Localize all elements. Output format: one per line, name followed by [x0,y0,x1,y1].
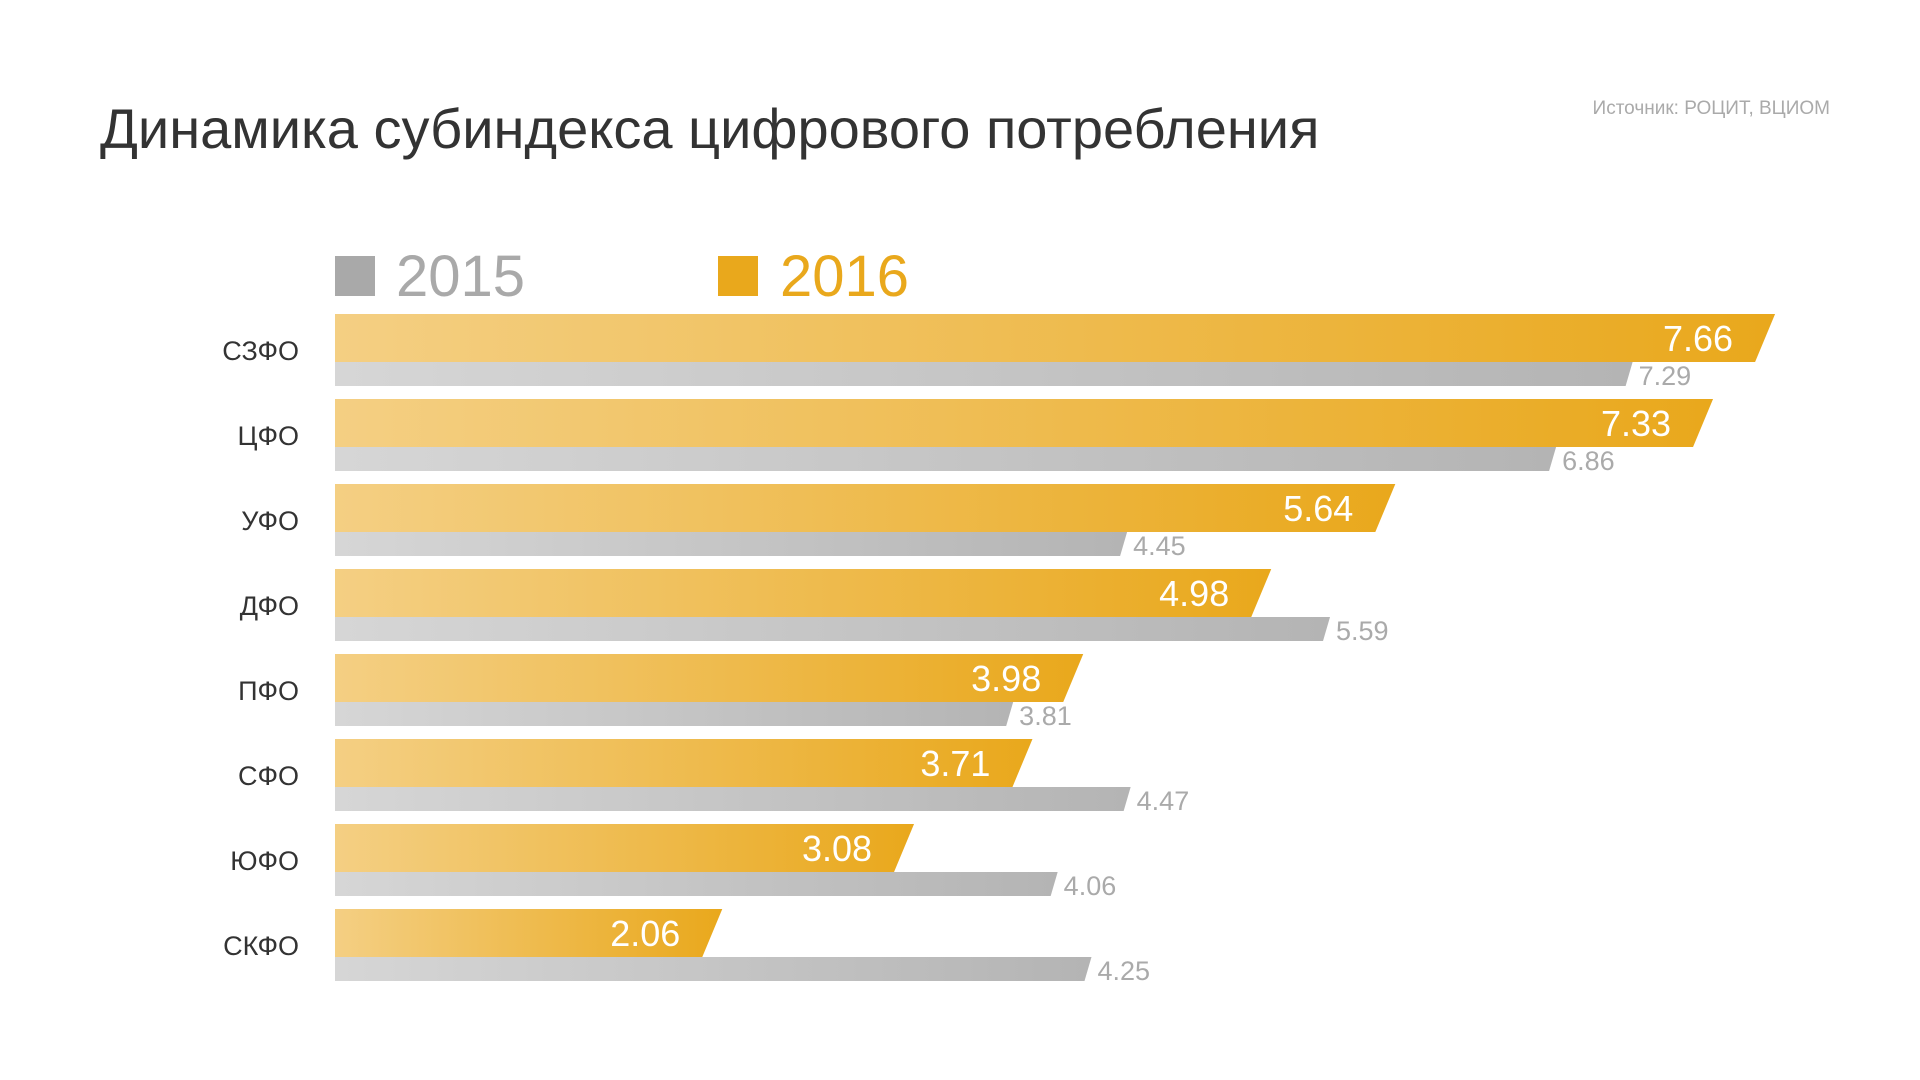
value-label-2016: 3.98 [971,658,1041,699]
value-label-2015: 4.45 [1133,531,1186,561]
value-label-2016: 7.66 [1663,318,1733,359]
bar-2016 [335,399,1714,447]
bar-row-ЮФО: ЮФО 4.06 3.08 [230,824,1116,901]
bar-2016 [335,824,915,872]
bar-2016 [335,739,1033,787]
bar-2015 [335,787,1131,811]
value-label-2016: 2.06 [610,913,680,954]
bar-2015 [335,957,1092,981]
chart-title: Динамика субиндекса цифрового потреблени… [100,97,1320,160]
value-label-2015: 4.47 [1137,786,1190,816]
bar-row-УФО: УФО 4.45 5.64 [241,484,1396,561]
legend-swatch-2015 [335,256,375,296]
bar-row-ЦФО: ЦФО 6.867.33 [237,399,1714,476]
value-label-2015: 5.59 [1336,616,1389,646]
bar-row-ДФО: ДФО 5.59 4.98 [240,569,1389,646]
value-label-2016: 3.08 [802,828,872,869]
bar-2015 [335,617,1331,641]
bar-2015 [335,447,1557,471]
bar-2015 [335,702,1014,726]
value-label-2016: 3.71 [920,743,990,784]
legend-label-2015: 2015 [396,244,525,309]
category-label: СФО [238,761,299,791]
bar-2016 [335,569,1272,617]
category-label: ПФО [238,676,299,706]
bar-2016 [335,909,723,957]
category-label: СЗФО [222,336,299,366]
bar-row-СКФО: СКФО 4.25 2.06 [223,909,1150,986]
bar-2015 [335,362,1633,386]
bar-2016 [335,654,1084,702]
source-note: Источник: РОЦИТ, ВЦИОМ [1592,98,1830,119]
value-label-2015: 3.81 [1019,701,1072,731]
value-label-2015: 6.86 [1562,446,1615,476]
legend-swatch-2016 [718,256,758,296]
category-label: ЦФО [237,421,299,451]
bar-2016 [335,314,1776,362]
category-label: УФО [241,506,299,536]
legend: 2015 2016 [335,244,909,309]
value-label-2016: 7.33 [1601,403,1671,444]
bar-2015 [335,872,1058,896]
category-label: СКФО [223,931,299,961]
value-label-2016: 5.64 [1283,488,1353,529]
value-label-2015: 4.25 [1098,956,1151,986]
bar-row-ПФО: ПФО 3.813.98 [238,654,1084,731]
category-label: ЮФО [230,846,299,876]
bar-row-СЗФО: СЗФО 7.297.66 [222,314,1776,391]
bar-2015 [335,532,1128,556]
legend-label-2016: 2016 [780,244,909,309]
value-label-2015: 7.29 [1639,361,1692,391]
bar-row-СФО: СФО 4.47 3.71 [238,739,1189,816]
category-label: ДФО [240,591,299,621]
value-label-2016: 4.98 [1159,573,1229,614]
bar-2016 [335,484,1396,532]
value-label-2015: 4.06 [1064,871,1117,901]
